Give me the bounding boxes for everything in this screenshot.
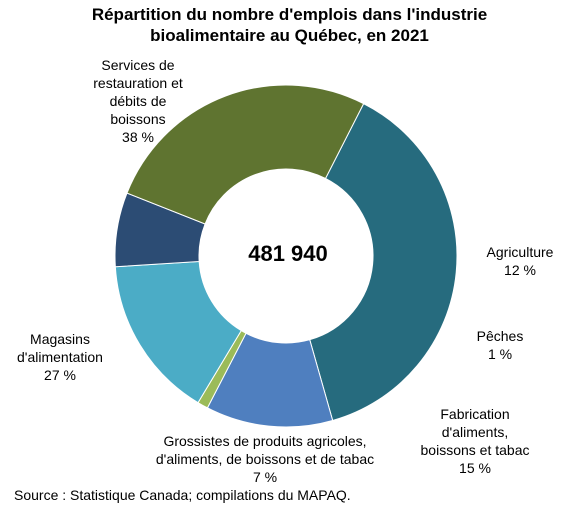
slice-label-services-line-1: Services de <box>101 57 175 73</box>
slice-pct-grossistes: 7 % <box>252 469 278 485</box>
slice-pct-services: 38 % <box>122 129 154 145</box>
chart-title: Répartition du nombre d'emplois dans l'i… <box>0 4 579 46</box>
slice-pct-agriculture: 12 % <box>504 262 536 278</box>
chart-title-line-2: bioalimentaire au Québec, en 2021 <box>150 26 429 45</box>
slice-label-services-line-3: débits de <box>109 93 167 109</box>
slice-label-fabrication-line-3: boissons et tabac <box>420 442 530 458</box>
slice-label-grossistes: Grossistes de produits agricoles, d'alim… <box>131 432 399 486</box>
slice-label-agriculture-line-1: Agriculture <box>486 244 554 260</box>
slice-label-magasins-line-1: Magasins <box>30 331 90 347</box>
slice-label-services-line-2: restauration et <box>93 75 183 91</box>
slice-label-magasins-line-2: d'alimentation <box>17 349 103 365</box>
slice-magasins <box>126 84 365 225</box>
total-value: 481 940 <box>248 241 328 266</box>
slice-label-fabrication: Fabrication d'aliments, boissons et taba… <box>405 405 545 477</box>
slice-label-services-line-4: boissons <box>110 111 166 127</box>
slice-fabrication <box>114 260 242 404</box>
slice-label-peches-line-1: Pêches <box>476 328 524 344</box>
slice-label-agriculture: Agriculture 12 % <box>470 243 570 279</box>
slice-label-grossistes-line-2: d'aliments, de boissons et de tabac <box>155 451 375 467</box>
slice-pct-peches: 1 % <box>487 346 513 362</box>
source-note: Source : Statistique Canada; compilation… <box>14 487 351 503</box>
slice-label-grossistes-line-1: Grossistes de produits agricoles, <box>163 433 367 449</box>
slice-label-fabrication-line-1: Fabrication <box>440 406 510 422</box>
slice-pct-magasins: 27 % <box>44 367 76 383</box>
slice-label-fabrication-line-2: d'aliments, <box>441 424 509 440</box>
slice-pct-fabrication: 15 % <box>459 460 491 476</box>
slice-services <box>309 102 458 422</box>
chart-title-line-1: Répartition du nombre d'emplois dans l'i… <box>91 5 488 24</box>
slice-label-services: Services de restauration et débits de bo… <box>48 56 228 146</box>
slice-label-magasins: Magasins d'alimentation 27 % <box>0 330 120 384</box>
slice-label-peches: Pêches 1 % <box>460 327 540 363</box>
